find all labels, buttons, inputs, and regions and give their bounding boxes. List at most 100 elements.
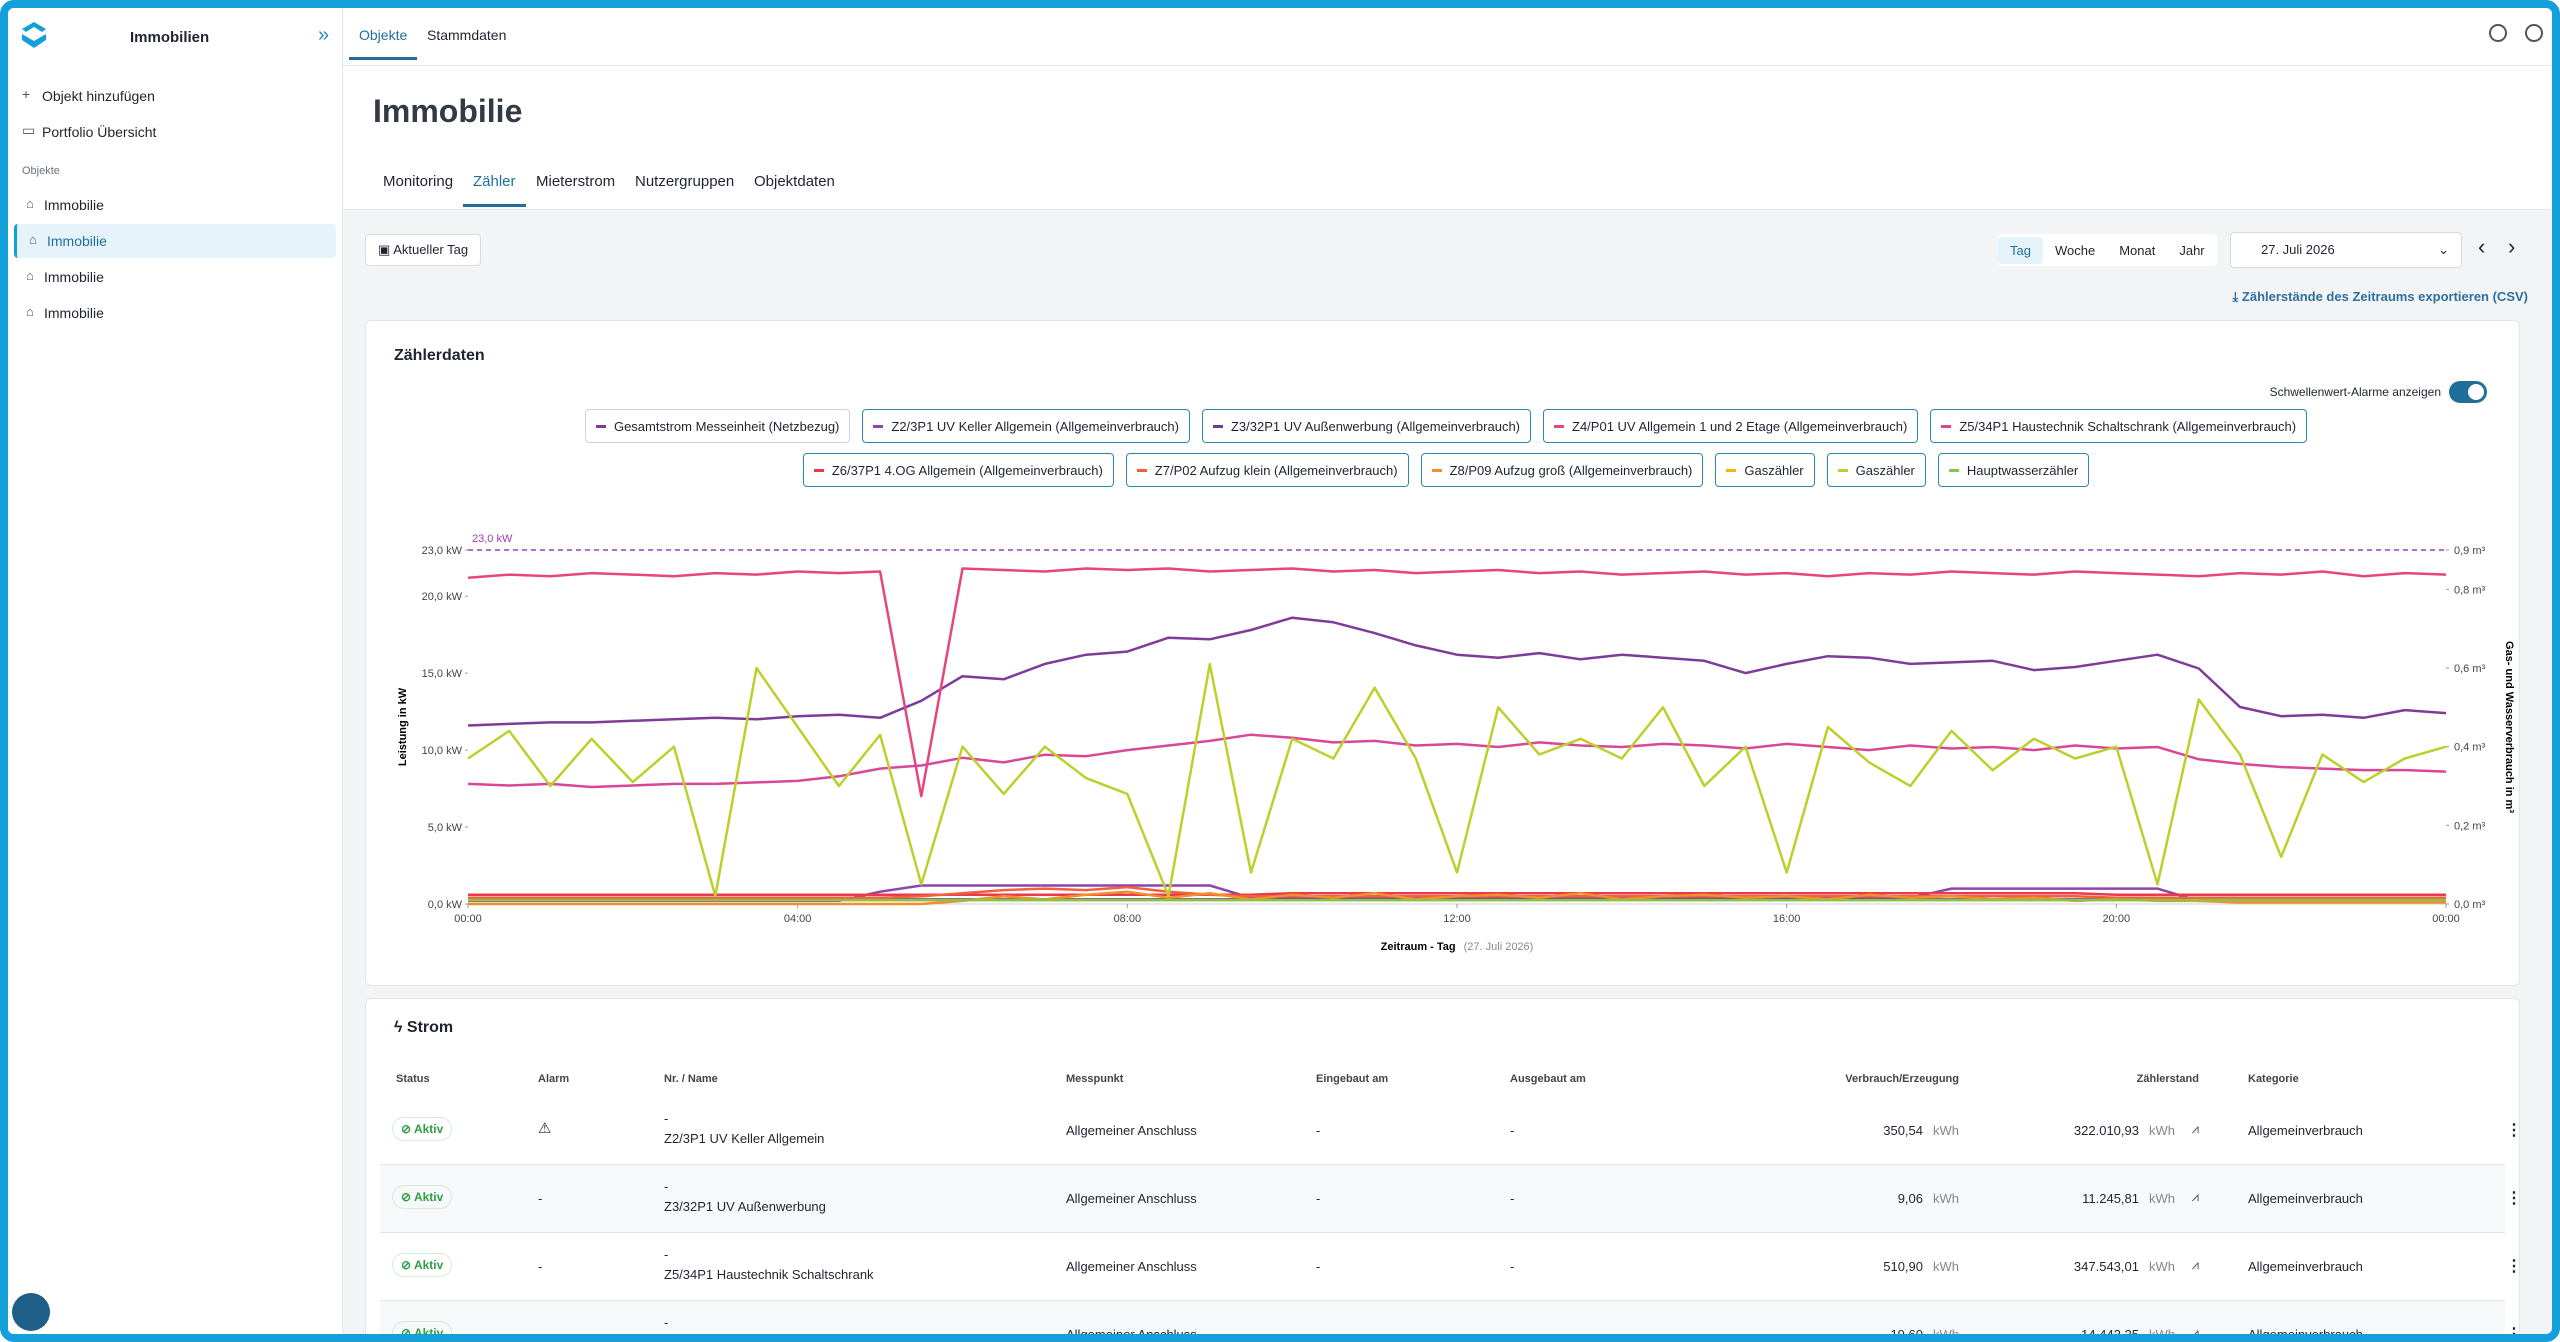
date-picker[interactable]: 27. Juli 2026 ⌄ <box>2230 232 2462 268</box>
row-menu[interactable]: ⋮ <box>2506 1326 2522 1342</box>
tab[interactable]: Monitoring <box>383 173 454 190</box>
chart-icon[interactable]: ⩘ <box>2191 1257 2199 1272</box>
home-icon: ⌂ <box>26 304 34 319</box>
tab[interactable]: Nutzergruppen <box>635 173 735 190</box>
y-tick-label: 10,0 kW <box>422 745 463 757</box>
meter-unit: kWh <box>2149 1327 2175 1342</box>
legend-item[interactable]: Z8/P09 Aufzug groß (Allgemeinverbrauch) <box>1420 453 1704 487</box>
meter-nr: - <box>664 1179 669 1194</box>
status-badge: ⊘ Aktiv <box>392 1321 453 1340</box>
eingebaut: - <box>1316 1191 1321 1206</box>
legend-label: Hauptwasserzähler <box>1966 462 2079 478</box>
tab[interactable]: Zähler <box>463 173 526 207</box>
table-row <box>380 1097 2505 1165</box>
tab[interactable]: Objektdaten <box>754 173 835 190</box>
meter-name: Z3/32P1 UV Außenwerbung <box>664 1199 826 1214</box>
messpunkt: Allgemeiner Anschluss <box>1066 1191 1197 1206</box>
sidebar-item[interactable]: ⌂ Immobilie <box>14 296 336 330</box>
sidebar-action[interactable]: Portfolio Übersicht <box>42 124 157 140</box>
period-option[interactable]: Jahr <box>2179 242 2205 258</box>
category: Allgemeinverbrauch <box>2248 1327 2363 1342</box>
row-menu[interactable]: ⋮ <box>2506 1258 2522 1275</box>
sidebar: Immobilien » Objekt hinzufügen Portfolio … <box>8 8 343 1334</box>
consumption: 510,90 <box>1883 1259 1923 1274</box>
legend-item[interactable]: Z5/34P1 Haustechnik Schaltschrank (Allge… <box>1930 409 2308 443</box>
column-header: Verbrauch/Erzeugung <box>1845 1073 1959 1085</box>
category: Allgemeinverbrauch <box>2248 1259 2363 1274</box>
logo <box>22 22 46 48</box>
row-menu[interactable]: ⋮ <box>2506 1190 2522 1207</box>
y2-tick-label: 0,9 m³ <box>2454 545 2486 557</box>
home-icon: ⌂ <box>26 196 34 211</box>
sidebar-item[interactable]: ⌂ Immobilie <box>14 260 336 294</box>
chart-icon[interactable]: ⩘ <box>2191 1121 2199 1136</box>
y-tick-label: 20,0 kW <box>422 591 463 603</box>
meter-name: Z5/34P1 Haustechnik Schaltschrank <box>664 1267 874 1282</box>
sidebar-item[interactable]: ⌂ Immobilie <box>14 188 336 222</box>
toggle-knob <box>2468 384 2484 400</box>
sidebar-item-label: Immobilie <box>44 269 104 285</box>
next-button[interactable]: › <box>2508 234 2516 259</box>
export-link[interactable]: ⤓ Zählerstände des Zeitraums exportieren… <box>2232 289 2528 304</box>
alarm-toggle[interactable] <box>2449 381 2487 403</box>
column-header: Zählerstand <box>2136 1073 2199 1085</box>
chart-card: Zählerdaten Schwellenwert-Alarme anzeige… <box>365 320 2520 986</box>
account-icon[interactable] <box>2525 24 2543 42</box>
export-label: Zählerstände des Zeitraums exportieren (… <box>2241 289 2528 304</box>
consumption-unit: kWh <box>1933 1191 1959 1206</box>
row-menu[interactable]: ⋮ <box>2506 1122 2522 1139</box>
legend-item[interactable]: Z6/37P1 4.OG Allgemein (Allgemeinverbrau… <box>802 453 1114 487</box>
collapse[interactable]: » <box>318 24 330 46</box>
consumption-unit: kWh <box>1933 1123 1959 1138</box>
legend-item[interactable]: Gaszähler <box>1715 453 1815 487</box>
status-label: Aktiv <box>413 1326 444 1340</box>
status-badge: ⊘ Aktiv <box>392 1117 453 1141</box>
status-label: Aktiv <box>413 1122 444 1136</box>
meter-nr: - <box>664 1111 669 1126</box>
home-icon: ⌂ <box>26 268 34 283</box>
legend-label: Z8/P09 Aufzug groß (Allgemeinverbrauch) <box>1449 462 1693 478</box>
table-row <box>380 1233 2505 1301</box>
legend-item[interactable]: Gesamtstrom Messeinheit (Netzbezug) <box>584 409 851 443</box>
series-line <box>467 733 2447 789</box>
legend-item[interactable]: Gaszähler <box>1826 453 1926 487</box>
chart-icon[interactable]: ⩘ <box>2191 1325 2199 1340</box>
legend-label: Gesamtstrom Messeinheit (Netzbezug) <box>613 418 840 434</box>
chart-icon[interactable]: ⩘ <box>2191 1189 2199 1204</box>
tab[interactable]: Mieterstrom <box>536 173 616 190</box>
legend-swatch <box>873 424 884 428</box>
meter-reading: 322.010,93 <box>2073 1123 2139 1138</box>
date-label: 27. Juli 2026 <box>2261 242 2335 257</box>
legend-item[interactable]: Z2/3P1 UV Keller Allgemein (Allgemeinver… <box>862 409 1190 443</box>
threshold-label: 23,0 kW <box>472 533 513 545</box>
current-day-button[interactable]: ▣ Aktueller Tag <box>365 234 482 266</box>
legend-item[interactable]: Z7/P02 Aufzug klein (Allgemeinverbrauch) <box>1125 453 1409 487</box>
tab[interactable]: Stammdaten <box>427 27 507 43</box>
sidebar-item-label: Immobilie <box>47 233 107 249</box>
sidebar-item[interactable]: ⌂ Immobilie <box>14 224 336 258</box>
legend-item[interactable]: Z4/P01 UV Allgemein 1 und 2 Etage (Allge… <box>1543 409 1919 443</box>
sidebar-item-label: Immobilie <box>44 305 104 321</box>
series-line <box>467 567 2447 798</box>
legend-label: Gaszähler <box>1744 462 1804 478</box>
legend-swatch <box>1941 424 1952 428</box>
ausgebaut: - <box>1510 1123 1515 1138</box>
ausgebaut: - <box>1510 1259 1515 1274</box>
tab[interactable]: Objekte <box>349 27 418 60</box>
meter-nr: - <box>664 1315 669 1330</box>
legend-item[interactable]: Hauptwasserzähler <box>1937 453 2090 487</box>
sidebar-action[interactable]: Objekt hinzufügen <box>42 88 155 104</box>
period-option[interactable]: Tag <box>1998 236 2043 264</box>
period-option[interactable]: Monat <box>2119 242 2156 258</box>
legend-item[interactable]: Z3/32P1 UV Außenwerbung (Allgemeinverbra… <box>1201 409 1532 443</box>
series-line <box>467 662 2447 898</box>
chat-button[interactable] <box>12 1293 50 1331</box>
prev-button[interactable]: ‹ <box>2478 234 2486 259</box>
home-icon: ⌂ <box>29 232 37 247</box>
period-option[interactable]: Woche <box>2054 242 2096 258</box>
settings-icon[interactable] <box>2489 24 2507 42</box>
chart: 0,0 kW 5,0 kW 10,0 kW 15,0 kW 20,0 kW 23,0 kW… <box>397 533 2515 953</box>
action-icon: + <box>22 86 31 102</box>
